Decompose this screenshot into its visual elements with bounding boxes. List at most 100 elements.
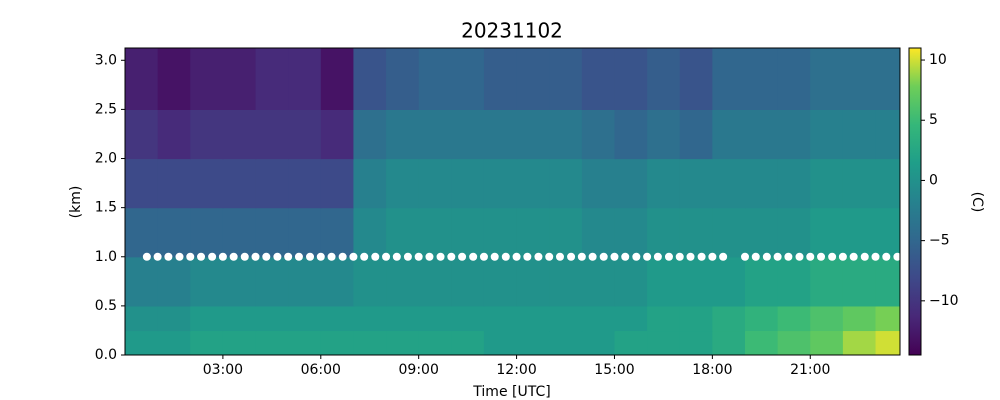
heatmap-cell bbox=[255, 158, 289, 209]
point bbox=[306, 252, 315, 261]
heatmap-cell bbox=[157, 48, 191, 110]
heatmap-cell bbox=[222, 305, 257, 332]
heatmap-cell bbox=[549, 109, 583, 160]
heatmap-cell bbox=[353, 158, 387, 209]
heatmap-cell bbox=[353, 48, 387, 110]
heatmap-cell bbox=[875, 256, 900, 307]
heatmap-cell bbox=[418, 330, 452, 355]
y-tick-label: 3.0 bbox=[95, 52, 117, 68]
point bbox=[860, 252, 869, 261]
y-tick-label: 1.5 bbox=[95, 200, 117, 216]
heatmap-cell bbox=[288, 256, 322, 307]
heatmap-cell bbox=[483, 256, 518, 307]
heatmap-cell bbox=[581, 305, 616, 332]
heatmap-cell bbox=[647, 305, 681, 332]
heatmap-cell bbox=[614, 158, 648, 209]
heatmap-cell bbox=[614, 48, 648, 110]
point bbox=[817, 252, 826, 261]
heatmap-cell bbox=[451, 207, 485, 258]
heatmap-cell bbox=[418, 158, 452, 209]
y-tick-label: 2.5 bbox=[95, 101, 117, 117]
point bbox=[675, 252, 684, 261]
heatmap-cell bbox=[712, 305, 746, 332]
heatmap-cell bbox=[842, 109, 877, 160]
heatmap-cell bbox=[516, 48, 550, 110]
point bbox=[392, 252, 401, 261]
points bbox=[142, 252, 900, 261]
heatmap-cell bbox=[483, 109, 518, 160]
heatmap-cell bbox=[483, 330, 518, 355]
heatmap-cell bbox=[516, 256, 550, 307]
heatmap-cell bbox=[255, 330, 289, 355]
heatmap-cell bbox=[810, 109, 844, 160]
heatmap-cell bbox=[712, 158, 746, 209]
heatmap-cell bbox=[288, 48, 322, 110]
heatmap-cell bbox=[745, 158, 779, 209]
colorbar-tick-label: 0 bbox=[929, 172, 938, 188]
heatmap-cell bbox=[581, 207, 616, 258]
heatmap-cell bbox=[875, 48, 900, 110]
heatmap-cell bbox=[875, 158, 900, 209]
heatmap-cell bbox=[255, 305, 289, 332]
colorbar-tick-label: −10 bbox=[929, 293, 959, 309]
colorbar bbox=[908, 47, 922, 356]
heatmap-cell bbox=[647, 256, 681, 307]
point bbox=[882, 252, 891, 261]
heatmap-cell bbox=[157, 305, 191, 332]
point bbox=[479, 252, 488, 261]
heatmap-cell bbox=[386, 330, 420, 355]
heatmap-cell bbox=[712, 48, 746, 110]
point bbox=[708, 252, 717, 261]
point bbox=[784, 252, 793, 261]
x-tick-label: 09:00 bbox=[399, 362, 439, 378]
heatmap-cell bbox=[842, 207, 877, 258]
point bbox=[686, 252, 695, 261]
heatmap-cell bbox=[516, 330, 550, 355]
point bbox=[849, 252, 858, 261]
point bbox=[871, 252, 880, 261]
point bbox=[697, 252, 706, 261]
heatmap-cell bbox=[483, 158, 518, 209]
point bbox=[838, 252, 847, 261]
point bbox=[240, 252, 249, 261]
heatmap-cell bbox=[842, 158, 877, 209]
point bbox=[414, 252, 423, 261]
heatmap-cell bbox=[320, 256, 355, 307]
heatmap-cell bbox=[190, 158, 224, 209]
heatmap-cell bbox=[451, 256, 485, 307]
point bbox=[512, 252, 521, 261]
x-axis-label: Time [UTC] bbox=[472, 384, 550, 400]
colorbar-tick-label: 5 bbox=[929, 112, 938, 128]
heatmap-cell bbox=[581, 330, 616, 355]
heatmap-cell bbox=[777, 158, 811, 209]
point bbox=[545, 252, 554, 261]
heatmap-cell bbox=[777, 207, 811, 258]
heatmap-cell bbox=[549, 256, 583, 307]
heatmap-cell bbox=[222, 256, 257, 307]
chart-title: 20231102 bbox=[461, 19, 563, 43]
heatmap-cell bbox=[745, 330, 779, 355]
heatmap-cell bbox=[581, 48, 616, 110]
heatmap-cell bbox=[483, 48, 518, 110]
point bbox=[360, 252, 369, 261]
x-tick-label: 12:00 bbox=[496, 362, 536, 378]
heatmap-cell bbox=[451, 305, 485, 332]
heatmap-cell bbox=[125, 305, 159, 332]
heatmap-cell bbox=[157, 256, 191, 307]
heatmap-cell bbox=[875, 305, 900, 332]
point bbox=[762, 252, 771, 261]
heatmap-cell bbox=[418, 207, 452, 258]
heatmap-cell bbox=[516, 207, 550, 258]
heatmap-cell bbox=[386, 256, 420, 307]
point bbox=[153, 252, 162, 261]
heatmap-cell bbox=[190, 48, 224, 110]
heatmap-cell bbox=[679, 207, 713, 258]
heatmap-cell bbox=[190, 109, 224, 160]
heatmap-cell bbox=[712, 330, 746, 355]
heatmap-cell bbox=[157, 158, 191, 209]
heatmap-cell bbox=[810, 207, 844, 258]
heatmap-cell bbox=[353, 305, 387, 332]
point bbox=[262, 252, 271, 261]
heatmap-cell bbox=[810, 158, 844, 209]
